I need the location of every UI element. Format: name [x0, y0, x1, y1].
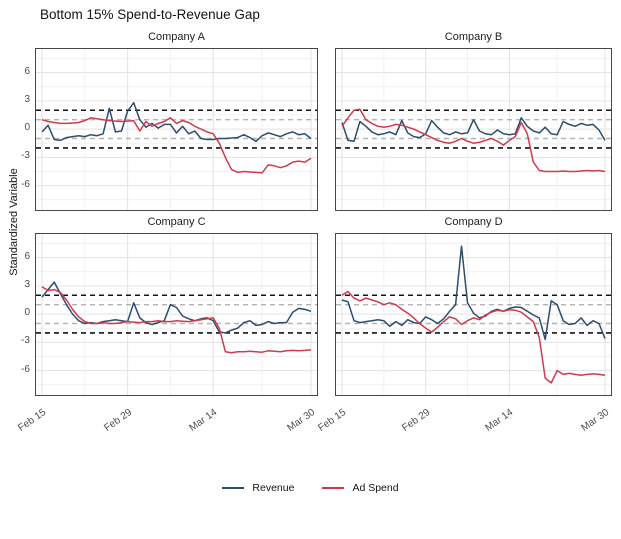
legend-label-revenue: Revenue — [252, 482, 295, 494]
legend-item-ad-spend: Ad Spend — [322, 482, 399, 494]
ad-spend-line — [41, 286, 312, 354]
panel-company-d — [335, 233, 612, 396]
revenue-line — [341, 245, 606, 341]
facet-title-company-d: Company D — [444, 216, 503, 228]
revenue-line-swatch — [222, 487, 245, 489]
panel-company-c — [35, 233, 318, 396]
x-tick-label: Feb 29 — [400, 406, 432, 434]
y-tick-label: 0 — [24, 307, 30, 319]
facet-title-company-b: Company B — [444, 31, 503, 43]
ad-spend-line-swatch — [322, 487, 345, 489]
facet-title-company-a: Company A — [148, 31, 205, 43]
panel-company-a — [35, 48, 318, 211]
y-tick-label: 0 — [24, 122, 30, 134]
panel-company-b — [335, 48, 612, 211]
y-tick-label: -3 — [21, 335, 30, 347]
y-tick-label: 6 — [24, 65, 30, 77]
y-tick-label: -6 — [21, 363, 30, 375]
x-tick-label: Mar 30 — [285, 406, 318, 434]
ad-spend-line — [41, 117, 312, 174]
legend: Revenue Ad Spend — [0, 482, 621, 494]
x-tick-label: Mar 30 — [579, 406, 612, 434]
y-tick-label: -6 — [21, 178, 30, 190]
x-tick-label: Feb 15 — [316, 406, 349, 434]
y-tick-label: 3 — [24, 93, 30, 105]
chart-title: Bottom 15% Spend-to-Revenue Gap — [40, 7, 260, 22]
y-tick-label: 6 — [24, 250, 30, 262]
facet-title-company-c: Company C — [147, 216, 206, 228]
legend-label-ad-spend: Ad Spend — [352, 482, 399, 494]
ad-spend-line — [341, 290, 606, 384]
y-axis-title: Standardized Variable — [8, 168, 20, 276]
x-tick-label: Mar 14 — [187, 406, 220, 434]
x-tick-label: Mar 14 — [483, 406, 516, 434]
x-tick-label: Feb 15 — [16, 406, 49, 434]
legend-item-revenue: Revenue — [222, 482, 294, 494]
ad-spend-line — [341, 108, 606, 173]
x-tick-label: Feb 29 — [101, 406, 134, 434]
y-tick-label: 3 — [24, 278, 30, 290]
revenue-line — [41, 281, 312, 334]
revenue-line — [41, 101, 312, 143]
y-tick-label: -3 — [21, 150, 30, 162]
revenue-line — [341, 117, 606, 143]
